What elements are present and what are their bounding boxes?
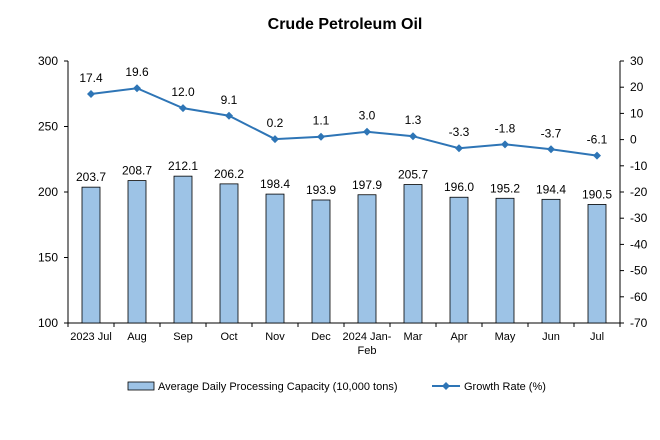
x-tick-label: Mar	[404, 331, 423, 343]
growth-value-label: 1.3	[405, 113, 422, 127]
growth-value-label: 12.0	[171, 85, 195, 99]
right-tick-label: -70	[630, 316, 648, 330]
x-tick-label: 2024 Jan-Feb	[343, 331, 392, 357]
x-tick-label: Apr	[450, 331, 467, 343]
bar-value-label: 197.9	[352, 178, 382, 192]
growth-value-label: 1.1	[313, 114, 330, 128]
growth-point	[363, 127, 371, 136]
bar	[81, 186, 101, 324]
left-tick-label: 200	[38, 185, 58, 199]
bar	[311, 199, 331, 324]
legend: Average Daily Processing Capacity (10,00…	[127, 381, 546, 393]
bar	[265, 193, 285, 324]
left-tick-label: 300	[38, 54, 58, 68]
right-tick-label: -50	[630, 264, 648, 278]
growth-value-label: -3.3	[449, 125, 470, 139]
bar-value-label: 206.2	[214, 167, 244, 181]
growth-value-label: -6.1	[587, 133, 608, 147]
growth-point	[179, 104, 187, 113]
bar	[357, 194, 377, 324]
bar	[587, 204, 607, 324]
bar	[541, 198, 561, 324]
x-tick-label: Jun	[542, 331, 560, 343]
legend-line-marker	[442, 382, 450, 390]
bar-value-label: 194.4	[536, 182, 566, 196]
x-tick-label: Aug	[127, 331, 147, 343]
growth-point	[133, 84, 141, 93]
growth-value-label: 17.4	[79, 71, 103, 85]
growth-point	[225, 111, 233, 120]
right-tick-label: 30	[630, 54, 644, 68]
growth-point	[593, 151, 601, 160]
right-tick-label: -30	[630, 211, 648, 225]
growth-value-label: 0.2	[267, 116, 284, 130]
bar-value-label: 212.1	[168, 159, 198, 173]
bar-value-label: 195.2	[490, 181, 520, 195]
data-labels-group: 203.7 208.7 212.1 206.2 198.4 193.9 197.9 205.7…	[76, 65, 612, 201]
chart-title: Crude Petroleum Oil	[268, 16, 423, 33]
bar-value-label: 190.5	[582, 187, 612, 201]
left-tick-label: 100	[38, 316, 58, 330]
bar	[173, 175, 193, 324]
right-tick-label: 20	[630, 80, 644, 94]
growth-point	[501, 140, 509, 149]
growth-line	[90, 87, 598, 157]
left-tick-label: 150	[38, 251, 58, 265]
growth-point	[455, 144, 463, 153]
right-tick-label: -40	[630, 237, 648, 251]
bar	[449, 196, 469, 324]
x-tick-label: May	[495, 331, 516, 343]
growth-point	[87, 90, 95, 99]
bar-value-label: 208.7	[122, 164, 152, 178]
growth-value-label: -1.8	[495, 121, 516, 135]
bars-group	[81, 175, 607, 324]
legend-bar-label: Average Daily Processing Capacity (10,00…	[158, 381, 397, 393]
bar	[219, 183, 239, 324]
x-tick-label: Jul	[590, 331, 604, 343]
bar	[127, 180, 147, 324]
growth-value-label: 3.0	[359, 109, 376, 123]
left-tick-label: 250	[38, 120, 58, 134]
x-tick-label: Sep	[173, 331, 193, 343]
x-tick-label: 2023 Jul	[70, 331, 112, 343]
x-tick-label: Oct	[220, 331, 237, 343]
growth-point	[271, 135, 279, 144]
x-tick-label: Dec	[311, 331, 331, 343]
growth-point	[547, 145, 555, 154]
growth-value-label: 19.6	[125, 65, 149, 79]
legend-line-label: Growth Rate (%)	[464, 381, 546, 393]
right-tick-label: -10	[630, 159, 648, 173]
right-tick-label: -60	[630, 290, 648, 304]
legend-bar-swatch	[127, 381, 155, 391]
bar	[403, 184, 423, 324]
bar-value-label: 193.9	[306, 183, 336, 197]
growth-point	[409, 132, 417, 141]
right-tick-label: -20	[630, 185, 648, 199]
bar	[495, 197, 515, 324]
right-tick-label: 0	[630, 133, 637, 147]
right-tick-label: 10	[630, 106, 644, 120]
growth-value-label: 9.1	[221, 93, 238, 107]
bar-value-label: 203.7	[76, 170, 106, 184]
x-tick-label: Nov	[265, 331, 285, 343]
bar-value-label: 196.0	[444, 180, 474, 194]
growth-value-label: -3.7	[541, 126, 562, 140]
line-group	[87, 84, 601, 160]
bar-value-label: 205.7	[398, 168, 428, 182]
bar-value-label: 198.4	[260, 177, 290, 191]
growth-point	[317, 132, 325, 141]
